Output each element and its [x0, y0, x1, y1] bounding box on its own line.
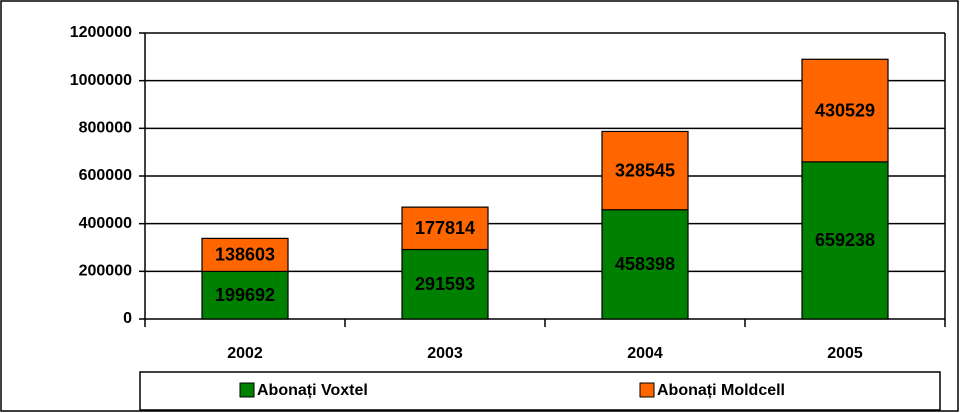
data-label: 291593 [415, 274, 475, 294]
data-label: 328545 [615, 160, 675, 180]
legend-swatch [239, 382, 255, 398]
bar-segment [801, 58, 889, 163]
bar-segment [401, 248, 489, 320]
bar-segment [201, 237, 289, 273]
bar-segment [601, 209, 689, 320]
legend-swatch [639, 382, 655, 398]
data-label: 659238 [815, 230, 875, 250]
y-tick-label: 800000 [79, 120, 132, 137]
data-label: 458398 [615, 254, 675, 274]
x-tick-label: 2005 [827, 345, 863, 362]
y-tick-label: 0 [123, 310, 132, 327]
y-tick-label: 200000 [79, 263, 132, 280]
legend-box [139, 371, 941, 411]
data-label: 177814 [415, 218, 475, 238]
bar-segment [601, 130, 689, 211]
y-tick-label: 1200000 [70, 24, 132, 41]
x-tick-label: 2003 [427, 345, 463, 362]
bar-segment [401, 206, 489, 251]
data-label: 430529 [815, 100, 875, 120]
data-label: 138603 [215, 245, 275, 265]
y-tick-label: 1000000 [70, 72, 132, 89]
x-tick-label: 2002 [227, 345, 263, 362]
y-tick-label: 600000 [79, 167, 132, 184]
y-tick-label: 400000 [79, 215, 132, 232]
x-tick-label: 2004 [627, 345, 663, 362]
data-label: 199692 [215, 285, 275, 305]
bar-segment [801, 161, 889, 320]
legend-label: Abonați Voxtel [257, 382, 368, 399]
legend-label: Abonați Moldcell [657, 382, 785, 399]
